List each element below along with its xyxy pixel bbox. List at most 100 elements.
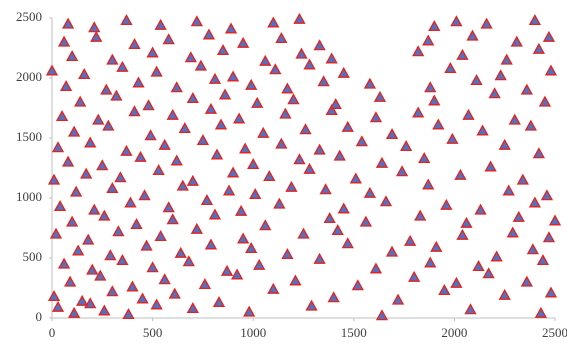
point <box>138 189 151 201</box>
point <box>176 179 189 191</box>
point <box>88 21 101 33</box>
x-tick-label: 1000 <box>240 325 266 340</box>
point <box>267 282 280 294</box>
point <box>112 225 125 237</box>
point <box>319 183 332 195</box>
point <box>500 53 513 65</box>
point <box>70 185 83 197</box>
point <box>158 138 171 150</box>
y-tick-label: 2500 <box>16 9 42 24</box>
point <box>122 308 135 320</box>
point <box>245 242 258 254</box>
point <box>391 293 405 305</box>
point <box>273 197 286 209</box>
point <box>45 64 59 76</box>
point <box>544 64 558 76</box>
point <box>329 98 342 110</box>
point <box>120 144 133 156</box>
point <box>53 200 67 212</box>
point <box>190 15 203 27</box>
point <box>363 77 377 89</box>
point <box>327 291 340 303</box>
point <box>88 203 101 215</box>
point <box>210 148 224 160</box>
point <box>144 129 157 141</box>
point <box>150 65 163 77</box>
point <box>297 227 310 239</box>
point <box>259 219 272 231</box>
point <box>247 158 260 170</box>
point <box>528 196 541 208</box>
point <box>245 78 258 90</box>
point <box>186 302 199 314</box>
point <box>299 123 312 135</box>
point <box>220 264 234 276</box>
point <box>480 17 493 29</box>
point <box>542 30 556 42</box>
point <box>408 270 421 282</box>
point <box>57 35 71 47</box>
point <box>208 208 222 220</box>
point <box>474 203 487 215</box>
point <box>456 48 469 60</box>
point <box>51 141 65 153</box>
point <box>375 309 389 321</box>
point <box>146 46 159 58</box>
point <box>269 63 282 75</box>
point <box>251 96 264 108</box>
point <box>110 89 123 101</box>
point <box>285 180 298 192</box>
point <box>198 278 212 290</box>
point <box>528 14 541 26</box>
point <box>166 108 179 120</box>
point <box>542 231 556 243</box>
point <box>323 212 336 224</box>
point <box>506 226 519 238</box>
point <box>508 113 521 125</box>
point <box>259 54 272 66</box>
point <box>424 256 437 268</box>
point <box>154 230 167 242</box>
point <box>460 216 473 228</box>
point <box>57 257 71 269</box>
point <box>196 134 210 146</box>
point <box>476 124 489 136</box>
point <box>432 118 445 130</box>
point <box>275 32 288 44</box>
point <box>170 154 183 166</box>
point <box>363 186 377 198</box>
point <box>94 269 107 281</box>
point <box>154 18 167 30</box>
x-tick-label: 0 <box>49 325 56 340</box>
point <box>498 138 511 150</box>
point <box>51 300 65 312</box>
point <box>379 195 393 207</box>
point <box>114 171 127 183</box>
point <box>466 29 479 41</box>
point <box>158 273 171 285</box>
point <box>102 119 115 131</box>
point <box>331 224 344 236</box>
point <box>349 172 362 184</box>
point <box>222 184 236 196</box>
point <box>86 263 99 275</box>
point <box>524 119 537 131</box>
point <box>532 42 546 54</box>
point <box>428 20 441 32</box>
point <box>303 58 316 70</box>
point <box>134 150 147 162</box>
point <box>293 12 306 24</box>
x-tick-label: 2000 <box>441 325 467 340</box>
point <box>526 243 539 255</box>
point <box>84 136 97 148</box>
point <box>359 215 372 227</box>
y-tick-label: 2000 <box>16 69 42 84</box>
point <box>341 237 354 249</box>
x-tick-label: 1500 <box>341 325 367 340</box>
point <box>512 210 525 222</box>
point <box>341 120 354 132</box>
point <box>404 234 417 246</box>
y-tick-label: 1500 <box>16 129 42 144</box>
point <box>498 288 511 300</box>
